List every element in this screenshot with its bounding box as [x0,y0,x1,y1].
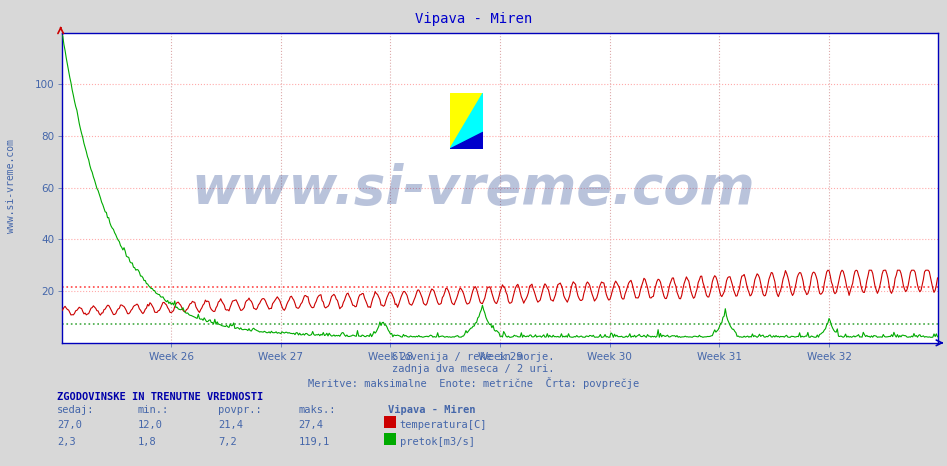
Text: temperatura[C]: temperatura[C] [400,420,487,430]
Text: zadnja dva meseca / 2 uri.: zadnja dva meseca / 2 uri. [392,364,555,374]
Text: Slovenija / reke in morje.: Slovenija / reke in morje. [392,352,555,362]
Polygon shape [450,93,483,149]
Text: pretok[m3/s]: pretok[m3/s] [400,437,474,447]
Text: maks.:: maks.: [298,405,336,415]
Text: 27,0: 27,0 [57,420,81,430]
Text: Vipava - Miren: Vipava - Miren [388,405,475,416]
Text: 21,4: 21,4 [218,420,242,430]
Text: 12,0: 12,0 [137,420,162,430]
Text: 2,3: 2,3 [57,437,76,447]
Text: min.:: min.: [137,405,169,415]
Text: www.si-vreme.com: www.si-vreme.com [191,163,756,215]
Text: 7,2: 7,2 [218,437,237,447]
Text: www.si-vreme.com: www.si-vreme.com [7,139,16,233]
Text: 1,8: 1,8 [137,437,156,447]
Text: Meritve: maksimalne  Enote: metrične  Črta: povprečje: Meritve: maksimalne Enote: metrične Črta… [308,377,639,389]
Text: ZGODOVINSKE IN TRENUTNE VREDNOSTI: ZGODOVINSKE IN TRENUTNE VREDNOSTI [57,392,263,402]
Text: sedaj:: sedaj: [57,405,95,415]
Text: povpr.:: povpr.: [218,405,261,415]
Text: 119,1: 119,1 [298,437,330,447]
Text: 27,4: 27,4 [298,420,323,430]
Polygon shape [450,132,483,149]
Polygon shape [450,93,483,149]
Text: Vipava - Miren: Vipava - Miren [415,12,532,26]
